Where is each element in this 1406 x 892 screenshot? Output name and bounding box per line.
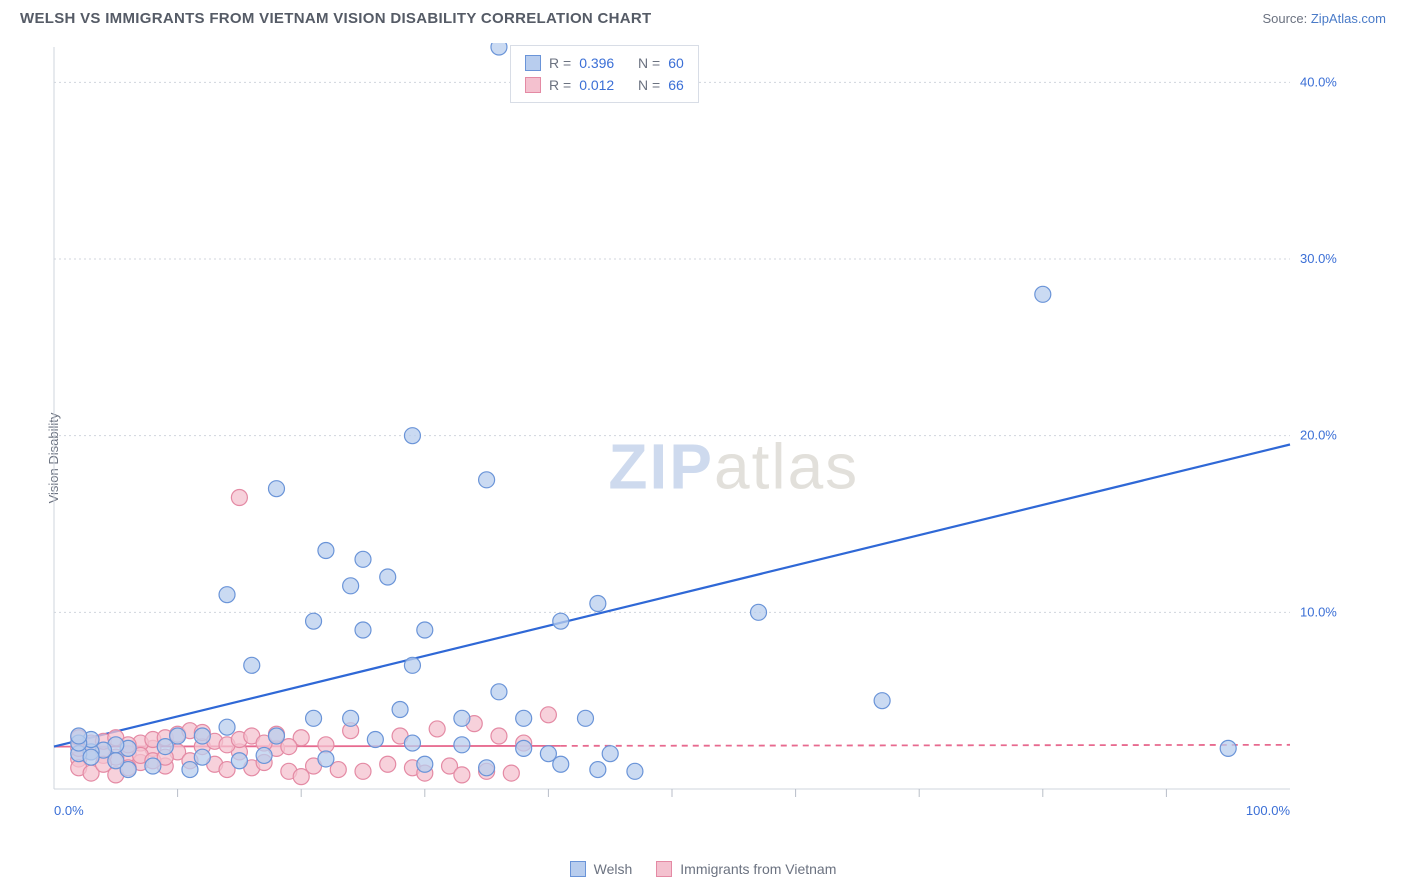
data-point [219, 719, 235, 735]
data-point [553, 613, 569, 629]
data-point [182, 762, 198, 778]
data-point [194, 749, 210, 765]
data-point [1220, 740, 1236, 756]
data-point [590, 596, 606, 612]
data-point [194, 728, 210, 744]
data-point [874, 693, 890, 709]
correlation-legend: R = 0.396 N = 60 R = 0.012 N = 66 [510, 45, 699, 103]
data-point [355, 622, 371, 638]
r-value-welsh: 0.396 [579, 55, 614, 71]
legend-swatch-welsh [525, 55, 541, 71]
data-point [627, 763, 643, 779]
data-point [343, 578, 359, 594]
source-attribution: Source: ZipAtlas.com [1262, 11, 1386, 26]
legend-item-welsh: Welsh [570, 861, 633, 877]
data-point [479, 760, 495, 776]
data-point [355, 551, 371, 567]
data-point [293, 769, 309, 785]
r-label: R = [549, 77, 571, 93]
legend-row-vietnam: R = 0.012 N = 66 [525, 74, 684, 96]
data-point [454, 737, 470, 753]
data-point [343, 710, 359, 726]
data-point [404, 735, 420, 751]
n-value-vietnam: 66 [668, 77, 684, 93]
y-tick-label: 40.0% [1300, 74, 1337, 89]
legend-label-vietnam: Immigrants from Vietnam [680, 861, 836, 877]
data-point [306, 710, 322, 726]
legend-swatch-welsh-bottom [570, 861, 586, 877]
data-point [108, 753, 124, 769]
data-point [380, 756, 396, 772]
data-point [231, 490, 247, 506]
legend-swatch-vietnam-bottom [656, 861, 672, 877]
data-point [318, 543, 334, 559]
data-point [380, 569, 396, 585]
data-point [83, 749, 99, 765]
n-label: N = [638, 77, 660, 93]
data-point [355, 763, 371, 779]
data-point [318, 751, 334, 767]
data-point [367, 732, 383, 748]
source-prefix: Source: [1262, 11, 1310, 26]
data-point [244, 657, 260, 673]
data-point [503, 765, 519, 781]
y-tick-label: 20.0% [1300, 428, 1337, 443]
x-max-label: 100.0% [1246, 803, 1291, 818]
data-point [454, 710, 470, 726]
data-point [404, 428, 420, 444]
data-point [602, 746, 618, 762]
x-min-label: 0.0% [54, 803, 84, 818]
data-point [540, 707, 556, 723]
data-point [454, 767, 470, 783]
data-point [479, 472, 495, 488]
data-point [417, 622, 433, 638]
scatter-plot: 10.0% 20.0% 30.0% 40.0% 0.0% 100.0% ZIPatlas [50, 43, 1350, 833]
data-point [491, 684, 507, 700]
legend-row-welsh: R = 0.396 N = 60 [525, 52, 684, 74]
series-legend: Welsh Immigrants from Vietnam [0, 861, 1406, 877]
data-point [491, 43, 507, 55]
legend-label-welsh: Welsh [594, 861, 633, 877]
r-value-vietnam: 0.012 [579, 77, 614, 93]
data-point [231, 753, 247, 769]
data-point [577, 710, 593, 726]
data-point [219, 587, 235, 603]
n-label: N = [638, 55, 660, 71]
chart-area: Vision Disability R = 0.396 N = 60 R = 0… [0, 33, 1406, 883]
data-point [268, 728, 284, 744]
r-label: R = [549, 55, 571, 71]
data-point [145, 758, 161, 774]
y-tick-label: 10.0% [1300, 604, 1337, 619]
watermark: ZIPatlas [608, 431, 859, 503]
data-point [71, 728, 87, 744]
y-tick-label: 30.0% [1300, 251, 1337, 266]
source-link[interactable]: ZipAtlas.com [1311, 11, 1386, 26]
data-point [157, 739, 173, 755]
data-point [491, 728, 507, 744]
trendline-vietnam-dashed [561, 745, 1290, 746]
data-point [404, 657, 420, 673]
data-point [417, 756, 433, 772]
data-point [256, 747, 272, 763]
data-point [553, 756, 569, 772]
legend-item-vietnam: Immigrants from Vietnam [656, 861, 836, 877]
data-point [516, 710, 532, 726]
data-point [392, 702, 408, 718]
n-value-welsh: 60 [668, 55, 684, 71]
data-point [268, 481, 284, 497]
legend-swatch-vietnam [525, 77, 541, 93]
data-point [590, 762, 606, 778]
data-point [751, 604, 767, 620]
data-point [516, 740, 532, 756]
chart-title: WELSH VS IMMIGRANTS FROM VIETNAM VISION … [20, 10, 652, 27]
data-point [1035, 286, 1051, 302]
data-point [306, 613, 322, 629]
data-point [429, 721, 445, 737]
